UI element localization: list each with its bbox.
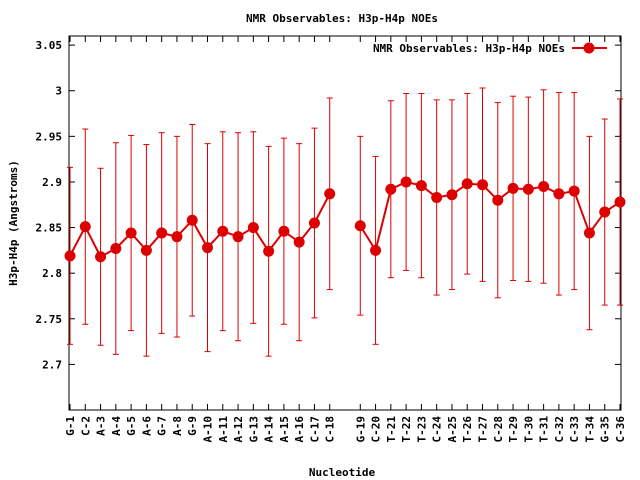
y-tick-label: 3	[55, 85, 62, 98]
series-line-segment-1	[69, 193, 331, 259]
data-point	[614, 196, 626, 208]
x-tick-label: A-6	[140, 416, 153, 436]
series-lines	[69, 180, 621, 259]
x-tick-label: A-16	[293, 416, 306, 443]
x-tick-label: T-30	[522, 416, 535, 443]
x-tick-label: G-5	[125, 416, 138, 436]
data-point	[507, 182, 519, 194]
x-tick-label: G-19	[354, 416, 367, 443]
data-point	[140, 244, 152, 256]
x-tick-label: C-24	[431, 416, 444, 443]
x-tick-label: A-4	[110, 416, 123, 436]
data-point	[385, 183, 397, 195]
x-tick-label: C-2	[79, 416, 92, 436]
x-tick-label: T-34	[583, 416, 596, 443]
data-point	[583, 227, 595, 239]
x-tick-label: A-14	[263, 416, 276, 443]
chart-title: NMR Observables: H3p-H4p NOEs	[246, 12, 438, 25]
x-tick-label: A-12	[232, 416, 245, 443]
data-point	[522, 183, 534, 195]
data-point	[186, 214, 198, 226]
x-tick-label: C-36	[614, 416, 627, 443]
x-tick-label: T-21	[385, 416, 398, 443]
y-tick-label: 2.9	[42, 176, 62, 189]
data-point	[171, 231, 183, 243]
data-point	[263, 245, 275, 257]
data-point	[156, 227, 168, 239]
data-point	[415, 180, 427, 192]
data-point	[492, 194, 504, 206]
y-tick-label: 2.7	[42, 358, 62, 371]
plot-frame	[68, 35, 622, 411]
x-tick-label: A-11	[217, 416, 230, 443]
data-point	[64, 250, 76, 262]
x-tick-label: C-17	[308, 416, 321, 443]
data-point	[110, 243, 122, 255]
data-point	[400, 176, 412, 188]
y-axis-label: H3p-H4p (Angstroms)	[7, 160, 20, 286]
x-tick-label: G-1	[64, 416, 77, 436]
data-point	[247, 222, 259, 234]
data-point	[125, 227, 137, 239]
x-tick-label: G-35	[599, 416, 612, 443]
data-point	[95, 251, 107, 263]
x-axis-label: Nucleotide	[309, 466, 376, 479]
x-tick-label: T-23	[415, 416, 428, 443]
data-point	[278, 225, 290, 237]
y-tick-label: 2.95	[36, 130, 63, 143]
data-point	[477, 179, 488, 191]
data-point	[553, 188, 565, 200]
legend-label: NMR Observables: H3p-H4p NOEs	[373, 42, 565, 55]
data-point	[599, 206, 611, 218]
y-tick-label: 2.75	[36, 313, 63, 326]
legend-marker	[583, 42, 595, 54]
y-tick-label: 2.8	[42, 267, 62, 280]
x-tick-label: A-3	[95, 416, 108, 436]
error-bars	[67, 87, 623, 357]
x-tick-label: T-27	[477, 416, 490, 443]
x-tick-label: C-33	[568, 416, 581, 443]
x-tick-label: T-22	[400, 416, 413, 443]
data-point	[293, 236, 305, 248]
x-tick-label: A-25	[446, 416, 459, 443]
x-tick-label: T-29	[507, 416, 520, 443]
y-tick-label: 2.85	[36, 222, 63, 235]
data-point	[308, 217, 320, 229]
data-point	[431, 191, 443, 203]
data-point	[446, 189, 458, 201]
x-tick-label: G-13	[247, 416, 260, 443]
data-point	[324, 188, 336, 200]
x-tick-label: A-8	[171, 416, 184, 436]
x-axis: G-1 C-2 A-3 A-4 G-5 A-6 G-7 A-8 G-9 A-10 A-11 A-12 G…	[64, 36, 627, 443]
data-point	[232, 231, 244, 243]
data-point	[217, 225, 229, 237]
data-point	[568, 185, 580, 197]
data-points	[64, 176, 626, 263]
x-tick-label: T-26	[461, 416, 474, 443]
y-axis: 2.7 2.75 2.8 2.85 2.9 2.95 3 3.05	[36, 39, 621, 371]
data-point	[370, 244, 382, 256]
series-line-segment-2	[359, 180, 621, 253]
data-point	[461, 178, 473, 190]
x-tick-label: G-9	[186, 416, 199, 436]
data-point	[79, 221, 91, 233]
x-tick-label: A-15	[278, 416, 291, 443]
x-tick-label: C-32	[553, 416, 566, 443]
x-tick-label: G-7	[156, 416, 169, 436]
y-tick-label: 3.05	[36, 39, 63, 52]
data-point	[202, 242, 213, 254]
x-tick-label: C-18	[324, 416, 337, 443]
legend: NMR Observables: H3p-H4p NOEs	[373, 42, 607, 55]
data-point	[538, 181, 550, 193]
x-tick-label: C-28	[492, 416, 505, 443]
x-tick-label: A-10	[202, 416, 215, 443]
x-tick-label: T-31	[538, 416, 551, 443]
data-point	[354, 220, 366, 232]
x-tick-label: C-20	[370, 416, 383, 443]
